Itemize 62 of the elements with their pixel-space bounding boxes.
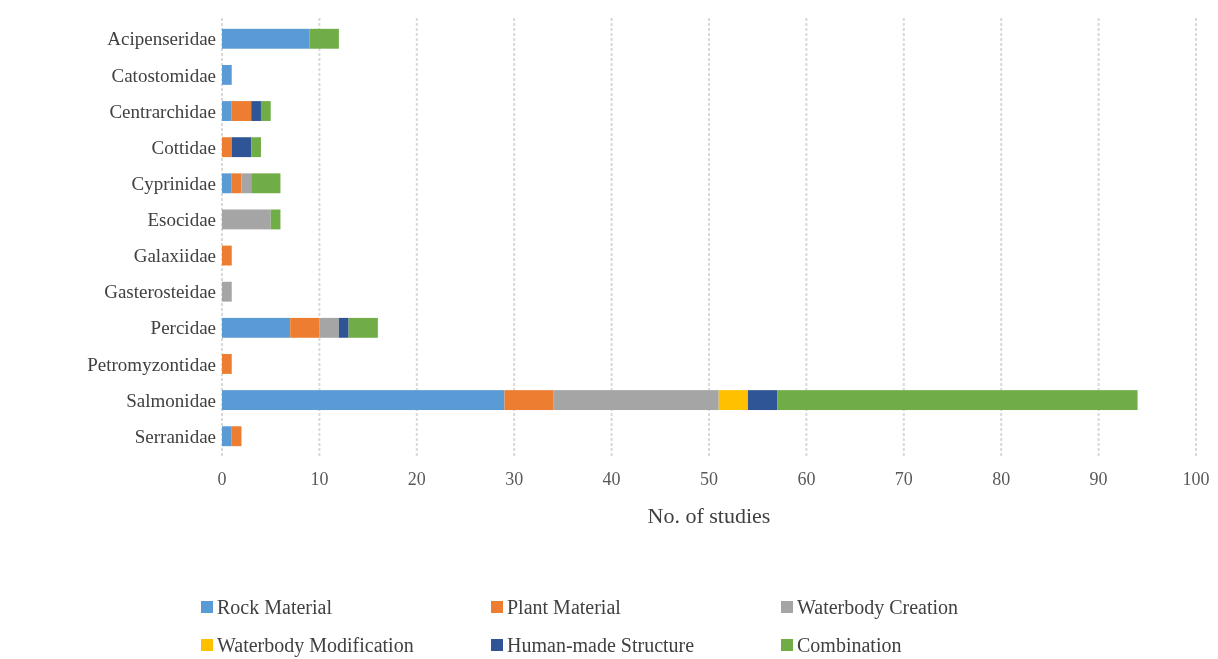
bar <box>553 390 719 411</box>
bar <box>231 426 242 447</box>
x-tick-label: 0 <box>217 469 227 489</box>
legend-label: Waterbody Modification <box>217 634 414 657</box>
y-tick-label: Salmonidae <box>126 389 216 411</box>
y-tick-label: Catostomidae <box>111 64 216 86</box>
bar <box>777 390 1138 411</box>
x-tick-label: 90 <box>1089 469 1108 489</box>
bar <box>251 173 281 194</box>
bar <box>222 101 232 121</box>
y-tick-label: Cyprinidae <box>131 172 216 194</box>
x-tick-label: 20 <box>407 469 426 489</box>
bar <box>222 245 232 266</box>
y-tick-label: Esocidae <box>147 209 216 231</box>
legend-label: Rock Material <box>217 596 333 618</box>
bar <box>270 209 281 230</box>
bar <box>222 390 505 411</box>
y-tick-label: Centrarchidae <box>109 100 216 122</box>
legend-label: Plant Material <box>507 596 622 618</box>
y-tick-label: Cottidae <box>151 136 216 158</box>
x-axis-title: No. of studies <box>647 503 771 528</box>
bar <box>222 426 232 447</box>
bar <box>260 101 271 121</box>
x-tick-label: 50 <box>700 469 718 489</box>
bar <box>222 64 232 85</box>
x-tick-label: 10 <box>310 469 329 489</box>
bar <box>222 209 271 230</box>
bar <box>222 28 310 49</box>
bar <box>718 390 748 411</box>
bar <box>231 173 242 194</box>
bar <box>222 137 232 158</box>
y-tick-label: Serranidae <box>134 425 216 447</box>
x-tick-label: 40 <box>602 469 621 489</box>
bar <box>231 101 252 121</box>
bar <box>290 317 320 338</box>
x-tick-label: 100 <box>1182 469 1210 489</box>
x-tick-label: 60 <box>797 469 816 489</box>
bar <box>222 173 232 194</box>
legend-label: Waterbody Creation <box>797 596 959 619</box>
x-tick-label: 30 <box>505 469 524 489</box>
legend-label: Combination <box>797 634 902 656</box>
x-tick-label: 80 <box>992 469 1011 489</box>
y-tick-label: Gasterosteidae <box>104 281 216 303</box>
y-tick-label: Petromyzontidae <box>87 353 216 375</box>
bar <box>222 317 291 338</box>
x-tick-label: 70 <box>894 469 913 489</box>
bar <box>251 101 261 121</box>
y-tick-label: Galaxiidae <box>133 245 216 267</box>
bar <box>241 173 252 194</box>
bar <box>231 137 252 158</box>
bar <box>319 317 339 338</box>
y-tick-label: Percidae <box>150 317 216 339</box>
legend-label: Human-made Structure <box>507 634 695 656</box>
bar <box>338 317 349 338</box>
y-tick-label: Acipenseridae <box>107 28 216 50</box>
bar <box>747 390 778 411</box>
bar <box>251 137 261 158</box>
bar <box>309 28 339 49</box>
bar <box>222 354 232 374</box>
bar <box>504 390 554 411</box>
bar <box>348 317 378 338</box>
bar <box>222 281 232 302</box>
